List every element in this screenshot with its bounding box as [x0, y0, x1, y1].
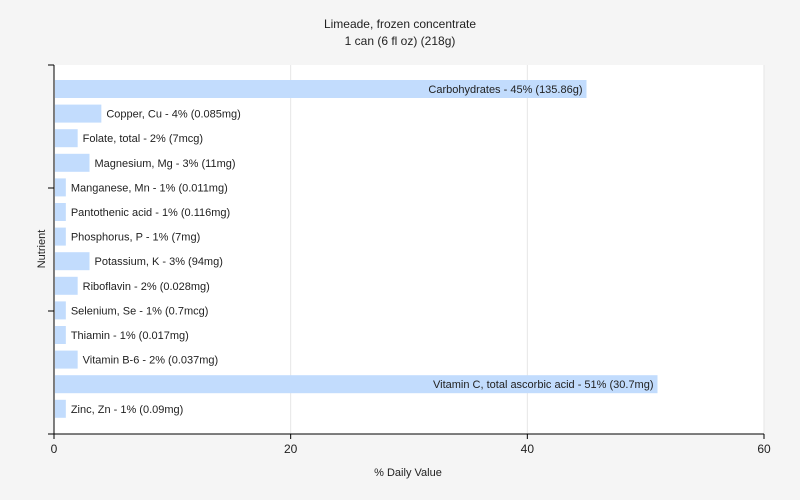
grid-lines — [290, 65, 765, 434]
bar-label: Riboflavin - 2% (0.028mg) — [83, 281, 210, 293]
bar — [55, 276, 78, 295]
bar-label: Vitamin C, total ascorbic acid - 51% (30… — [433, 379, 654, 391]
bar-label: Thiamin - 1% (0.017mg) — [71, 330, 189, 342]
bar — [55, 80, 587, 98]
bar-label: Vitamin B-6 - 2% (0.037mg) — [83, 355, 219, 367]
bar-label: Manganese, Mn - 1% (0.011mg) — [71, 182, 228, 194]
bar — [55, 375, 658, 394]
x-tick-label-40: 40 — [521, 442, 535, 456]
x-axis-title: % Daily Value — [374, 467, 442, 479]
bars-group: Carbohydrates - 45% (135.86g) Copper, Cu … — [55, 80, 658, 418]
chart-title: Limeade, frozen concentrate — [324, 17, 476, 31]
chart-subtitle: 1 can (6 fl oz) (218g) — [345, 34, 456, 48]
bar — [55, 399, 66, 418]
bar — [55, 227, 66, 246]
bar-label: Folate, total - 2% (7mcg) — [83, 133, 203, 145]
bar-label: Copper, Cu - 4% (0.085mg) — [106, 109, 241, 121]
bar — [55, 350, 78, 369]
x-tick-label-60: 60 — [757, 442, 771, 456]
bar — [55, 129, 78, 148]
axes-group: 0 20 40 60 — [48, 64, 771, 456]
bar-label: Carbohydrates - 45% (135.86g) — [428, 84, 582, 96]
bar-label: Selenium, Se - 1% (0.7mcg) — [71, 305, 209, 317]
bar — [55, 178, 66, 197]
bar — [55, 153, 90, 172]
bar-label: Pantothenic acid - 1% (0.116mg) — [71, 207, 230, 219]
bar — [55, 326, 66, 344]
plot-area — [54, 65, 764, 434]
bar-label: Potassium, K - 3% (94mg) — [95, 256, 223, 268]
bar — [55, 252, 90, 271]
bar-label: Phosphorus, P - 1% (7mg) — [71, 232, 200, 244]
bar — [55, 203, 66, 221]
x-tick-label-20: 20 — [284, 442, 298, 456]
y-axis-title: Nutrient — [36, 230, 48, 269]
bar — [55, 104, 102, 123]
x-tick-label-0: 0 — [51, 442, 58, 456]
bar-label: Zinc, Zn - 1% (0.09mg) — [71, 404, 183, 416]
bar-label: Magnesium, Mg - 3% (11mg) — [95, 158, 236, 170]
bar — [55, 301, 66, 320]
